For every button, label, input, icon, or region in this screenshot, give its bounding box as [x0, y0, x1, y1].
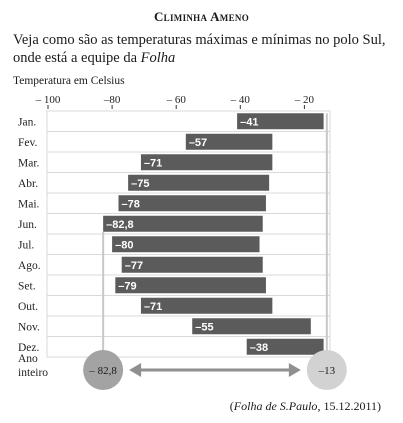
range-bar	[115, 277, 266, 294]
category-label: Ago.	[18, 260, 41, 272]
range-bar	[118, 195, 266, 212]
category-label: Abr.	[18, 178, 38, 190]
range-bar	[192, 318, 311, 335]
annual-max-circle	[306, 350, 347, 390]
annual-min-label: – 82,8	[88, 365, 117, 377]
category-label: Set.	[18, 280, 36, 292]
bar-min-label: –79	[118, 280, 136, 292]
chart-title: Climinha Ameno	[153, 9, 249, 24]
range-bar	[103, 215, 263, 232]
axis-title: Temperatura em Celsius	[13, 75, 125, 87]
subtitle-emphasis: Folha	[140, 50, 176, 66]
range-bar	[185, 133, 273, 150]
range-bar	[121, 256, 263, 273]
annual-label-line2: inteiro	[18, 367, 48, 379]
category-label: Jun.	[18, 219, 37, 231]
bar-min-label: –75	[131, 178, 149, 190]
category-label: Out.	[18, 301, 38, 313]
bar-min-label: –38	[250, 342, 268, 354]
bar-min-label: –71	[144, 301, 162, 313]
subtitle-text: Veja como são as temperaturas máximas e …	[13, 32, 386, 66]
x-tick-label: –80	[103, 94, 121, 106]
annual-label-line1: Ano	[18, 353, 38, 365]
annual-min-circle	[83, 350, 124, 390]
range-arrow-head-right	[288, 363, 301, 377]
category-label: Fev.	[18, 137, 38, 149]
range-bar	[140, 297, 273, 314]
x-tick-label: – 20	[294, 94, 315, 106]
x-tick-label: – 60	[166, 94, 187, 106]
category-label: Mar.	[18, 157, 40, 169]
chart-subtitle: Veja como são as temperaturas máximas e …	[13, 31, 393, 67]
bar-min-label: –57	[189, 137, 207, 149]
category-label: Jul.	[18, 239, 34, 251]
bar-min-label: –78	[122, 198, 140, 210]
category-label: Mai.	[18, 198, 40, 210]
range-bar	[128, 174, 270, 191]
source-date: , 15.12.2011)	[317, 399, 381, 413]
range-bar	[237, 113, 324, 130]
bar-min-label: –80	[115, 239, 133, 251]
source-citation: (Folha de S.Paulo, 15.12.2011)	[230, 399, 381, 414]
bar-min-label: –71	[144, 157, 162, 169]
category-label: Jan.	[18, 116, 36, 128]
range-bar	[140, 154, 273, 171]
range-bar	[246, 338, 324, 355]
x-tick-label: – 100	[35, 94, 61, 106]
category-label: Dez.	[18, 342, 40, 354]
category-label: Nov.	[18, 321, 40, 333]
range-bar	[112, 236, 260, 253]
range-arrow-head-left	[129, 363, 142, 377]
source-publication: Folha de S.Paulo	[233, 399, 318, 413]
bar-min-label: –55	[195, 321, 213, 333]
source-open: (	[229, 399, 234, 413]
x-tick-label: – 40	[230, 94, 251, 106]
bar-min-label: –41	[240, 116, 258, 128]
bar-min-label: –77	[125, 260, 143, 272]
annual-max-label: –13	[318, 365, 336, 377]
bar-min-label: –82,8	[106, 219, 134, 231]
